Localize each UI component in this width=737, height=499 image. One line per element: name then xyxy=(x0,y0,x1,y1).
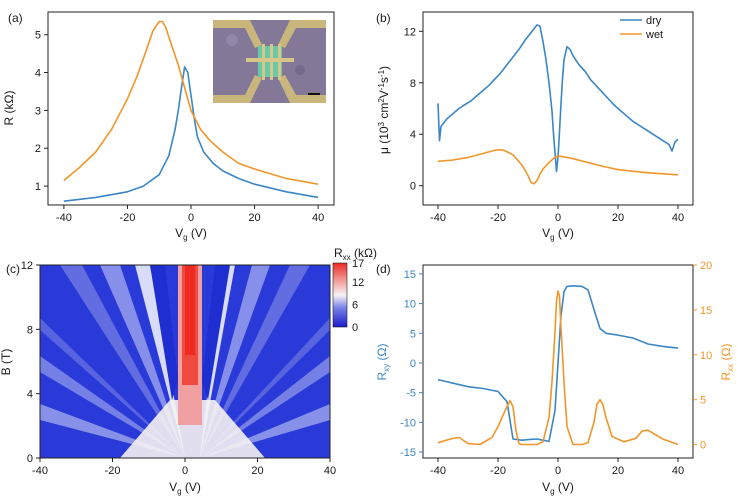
panel-a-xtick-label: -40 xyxy=(56,212,72,224)
colorbar-tick-label: 17 xyxy=(352,258,364,270)
colorbar-tick-label: 0 xyxy=(352,322,358,334)
panel-d-right-ytick-label: 0 xyxy=(700,440,706,452)
panel-a-ytick-label: 5 xyxy=(35,30,41,42)
legend-label-dry: dry xyxy=(646,15,662,27)
panel-b-xtick-label: -20 xyxy=(490,212,506,224)
panel-d-series-R_xy xyxy=(437,284,679,443)
panel-d-left-ytick-label: 10 xyxy=(404,299,416,311)
panel-c-label: (c) xyxy=(6,262,20,276)
panel-d-left-ytick-label: -10 xyxy=(400,417,416,429)
panel-c-ytick-label: 4 xyxy=(27,389,33,401)
panel-b-xlabel: Vg (V) xyxy=(542,226,574,242)
colorbar-gradient xyxy=(332,262,348,328)
legend-label-wet: wet xyxy=(645,29,663,41)
panel-b-ytick-label: 12 xyxy=(404,26,416,38)
panel-d-ylabel-right: Rxx (Ω) xyxy=(719,344,735,381)
panel-c-xtick-label: 0 xyxy=(182,465,188,477)
panel-d-ylabel-left: Rxy (Ω) xyxy=(375,344,391,381)
panel-a-inset-image xyxy=(213,20,326,103)
panel-d-xtick-label: 20 xyxy=(612,465,624,477)
panel-d-left-ytick-label: 0 xyxy=(410,358,416,370)
panel-d-label: (d) xyxy=(376,262,391,276)
panel-a-xtick-label: 40 xyxy=(312,212,324,224)
panel-d-xtick-label: -40 xyxy=(430,465,446,477)
panel-a: (a) -40 -20 0 20 40 1 2 3 4 5 Vg (V) R (kΩ) xyxy=(2,11,335,242)
panel-c-xtick-label: -20 xyxy=(105,465,121,477)
colorbar-tick-label: 6 xyxy=(352,299,358,311)
panel-a-ytick-label: 3 xyxy=(35,105,41,117)
panel-a-series-orange xyxy=(63,20,319,185)
colorbar-tick-label: 12 xyxy=(352,277,364,289)
panel-d-right-ytick-label: 10 xyxy=(700,350,712,362)
panel-d-left-ytick-label: 15 xyxy=(404,269,416,281)
panel-a-xlabel: Vg (V) xyxy=(175,226,207,242)
panel-b-ylabel: μ (103 cm2V-1s-1) xyxy=(377,66,391,154)
panel-d-xtick-label: -20 xyxy=(490,465,506,477)
panel-d-right-ytick-label: 5 xyxy=(700,395,706,407)
panel-b-ytick-label: 8 xyxy=(410,78,416,90)
panel-c-xtick-label: -40 xyxy=(32,465,48,477)
panel-b-legend: dry wet xyxy=(620,15,663,41)
panel-d-left-ytick-label: -15 xyxy=(400,447,416,459)
panel-d-right-ytick-label: 15 xyxy=(700,305,712,317)
panel-d-xtick-label: 40 xyxy=(672,465,684,477)
panel-b-ytick-label: 4 xyxy=(410,129,416,141)
panel-b-xtick-label: 20 xyxy=(612,212,624,224)
panel-a-ytick-label: 4 xyxy=(35,68,41,80)
panel-d-series-R_xx xyxy=(437,290,679,446)
panel-c-ylabel: B (T) xyxy=(0,349,13,376)
panel-b-series-wet xyxy=(437,148,679,185)
panel-b-series-dry xyxy=(437,24,679,173)
panel-c-xtick-label: 40 xyxy=(324,465,336,477)
panel-a-xtick-label: 20 xyxy=(248,212,260,224)
panel-a-ytick-label: 1 xyxy=(35,181,41,193)
panel-c-ytick-label: 8 xyxy=(27,324,33,336)
panel-b-ytick-label: 0 xyxy=(410,181,416,193)
panel-b: (b) -40 -20 0 20 40 0 4 8 12 Vg (V) μ (103 cm2V-… xyxy=(376,11,694,242)
panel-c: (c) -40 -20 0 20 40 0 4 8 12 xyxy=(0,246,377,496)
panel-a-ytick-label: 2 xyxy=(35,143,41,155)
panel-d-left-ytick-label: -5 xyxy=(406,388,416,400)
panel-d-right-ytick-label: 20 xyxy=(700,260,712,272)
panel-a-label: (a) xyxy=(8,11,23,25)
panel-b-xtick-label: 0 xyxy=(555,212,561,224)
panel-a-xtick-label: 0 xyxy=(188,212,194,224)
panel-a-ylabel: R (kΩ) xyxy=(2,91,16,126)
heatmap-image xyxy=(40,265,330,458)
panel-a-xtick-label: -20 xyxy=(119,212,135,224)
panel-b-xtick-label: 40 xyxy=(672,212,684,224)
panel-b-label: (b) xyxy=(376,11,391,25)
panel-c-ytick-label: 0 xyxy=(27,453,33,465)
panel-c-xlabel: Vg (V) xyxy=(169,480,201,496)
panel-c-xtick-label: 20 xyxy=(251,465,263,477)
panel-d-xlabel: Vg (V) xyxy=(542,480,574,496)
panel-d: (d) -40 -20 0 20 40 -15 -10 -5 0 5 10 15 0 5 10 15 20 Vg… xyxy=(375,260,735,496)
panel-a-series-blue xyxy=(63,66,319,202)
panel-c-ytick-label: 12 xyxy=(21,260,33,272)
panel-d-left-ytick-label: 5 xyxy=(410,328,416,340)
panel-b-xtick-label: -40 xyxy=(430,212,446,224)
panel-d-xtick-label: 0 xyxy=(555,465,561,477)
